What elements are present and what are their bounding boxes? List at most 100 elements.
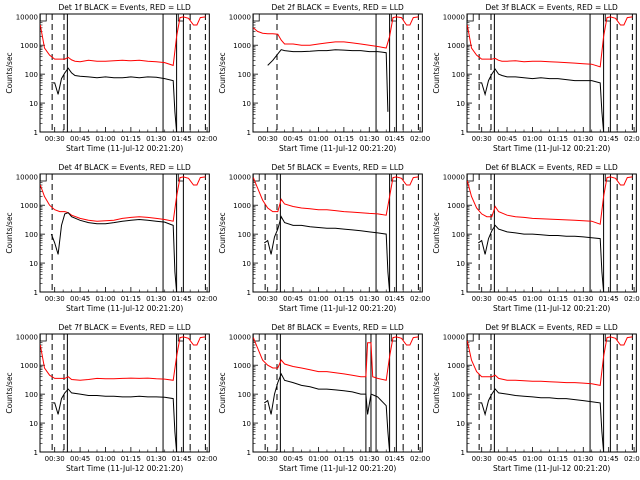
y-axis-label: Counts/sec <box>5 52 14 93</box>
series-lld <box>466 336 633 386</box>
series-events <box>264 372 391 452</box>
marker-box <box>253 334 260 342</box>
y-tick-label: 10 <box>29 420 38 428</box>
x-tick-label: 01:15 <box>121 455 141 463</box>
x-tick-label: 01:45 <box>172 295 192 303</box>
panel-title: Det 5f BLACK = Events, RED = LLD <box>272 163 405 172</box>
y-tick-label: 10 <box>242 420 251 428</box>
y-tick-label: 10 <box>456 260 465 268</box>
y-tick-label: 10000 <box>16 13 38 21</box>
panel-title: Det 9f BLACK = Events, RED = LLD <box>485 323 618 332</box>
x-tick-label: 01:00 <box>522 455 542 463</box>
plot-area <box>40 14 206 132</box>
y-axis-label: Counts/sec <box>218 212 227 253</box>
y-tick-label: 1000 <box>447 202 465 210</box>
x-tick-label: 01:15 <box>334 135 354 143</box>
plot-frame <box>252 13 424 133</box>
detector-panel-6: Det 6f BLACK = Events, RED = LLD 1 10 100 10… <box>432 163 640 313</box>
y-axis-label: Counts/sec <box>5 212 14 253</box>
panel-title: Det 6f BLACK = Events, RED = LLD <box>485 163 618 172</box>
y-tick-label: 1000 <box>234 202 252 210</box>
y-tick-label: 10000 <box>442 333 464 341</box>
y-tick-label: 1 <box>247 289 251 297</box>
x-tick-label: 00:45 <box>283 455 303 463</box>
y-axis-label: Counts/sec <box>432 212 441 253</box>
detector-panel-4: Det 4f BLACK = Events, RED = LLD 1 10 100 10… <box>5 163 217 313</box>
series-lld <box>466 16 633 68</box>
series-lld <box>253 176 419 216</box>
x-tick-label: 01:30 <box>146 295 166 303</box>
y-tick-label: 100 <box>238 71 251 79</box>
x-tick-label: 01:00 <box>522 135 542 143</box>
x-tick-label: 01:30 <box>360 135 380 143</box>
y-tick-label: 10 <box>29 100 38 108</box>
x-tick-label: 02:00 <box>197 295 217 303</box>
y-tick-label: 100 <box>25 231 38 239</box>
panel-title: Det 7f BLACK = Events, RED = LLD <box>59 323 192 332</box>
x-axis-label: Start Time (11-Jul-12 00:21:20) <box>493 144 610 153</box>
y-axis-label: Counts/sec <box>218 372 227 413</box>
y-tick-label: 10000 <box>16 173 38 181</box>
plot-frame <box>466 173 637 293</box>
detector-panel-7: Det 7f BLACK = Events, RED = LLD 1 10 100 10… <box>5 323 217 473</box>
x-tick-label: 00:30 <box>258 455 278 463</box>
y-tick-label: 100 <box>25 391 38 399</box>
x-tick-label: 00:45 <box>70 295 90 303</box>
x-tick-label: 01:00 <box>95 135 115 143</box>
x-tick-label: 01:15 <box>121 295 141 303</box>
x-tick-label: 01:30 <box>573 135 593 143</box>
detector-panel-5: Det 5f BLACK = Events, RED = LLD 1 10 100 10… <box>218 163 430 313</box>
series-events <box>51 67 178 132</box>
x-tick-label: 00:45 <box>497 455 517 463</box>
y-tick-label: 10000 <box>229 173 251 181</box>
y-axis-label: Counts/sec <box>432 52 441 93</box>
x-tick-label: 02:00 <box>410 135 430 143</box>
marker-box <box>466 174 474 182</box>
plot-frame <box>252 333 424 453</box>
x-tick-label: 00:45 <box>283 135 303 143</box>
x-tick-label: 01:30 <box>360 295 380 303</box>
series-events <box>477 68 604 132</box>
y-tick-label: 100 <box>25 71 38 79</box>
detector-panel-1: Det 1f BLACK = Events, RED = LLD 1 10 100 10… <box>5 3 217 153</box>
y-tick-label: 1000 <box>20 42 38 50</box>
marker-box <box>253 14 260 22</box>
x-axis-label: Start Time (11-Jul-12 00:21:20) <box>279 144 396 153</box>
x-tick-label: 00:30 <box>471 455 491 463</box>
y-axis-label: Counts/sec <box>5 372 14 413</box>
x-tick-label: 00:45 <box>283 295 303 303</box>
x-tick-label: 01:30 <box>573 455 593 463</box>
y-tick-label: 10 <box>242 100 251 108</box>
x-tick-label: 01:45 <box>172 135 192 143</box>
x-tick-label: 01:15 <box>334 295 354 303</box>
series-lld <box>40 336 206 381</box>
y-tick-label: 100 <box>451 391 464 399</box>
y-tick-label: 1 <box>247 449 251 457</box>
panel-title: Det 8f BLACK = Events, RED = LLD <box>272 323 405 332</box>
y-tick-label: 1 <box>34 289 38 297</box>
x-tick-label: 02:00 <box>624 295 640 303</box>
x-axis-label: Start Time (11-Jul-12 00:21:20) <box>66 304 183 313</box>
x-tick-label: 00:45 <box>70 455 90 463</box>
series-events <box>477 224 604 292</box>
x-tick-label: 01:15 <box>547 295 567 303</box>
x-tick-label: 01:00 <box>95 295 115 303</box>
plot-area <box>466 174 633 292</box>
y-axis-label: Counts/sec <box>218 52 227 93</box>
x-tick-label: 00:45 <box>497 295 517 303</box>
x-tick-label: 01:45 <box>598 455 618 463</box>
x-tick-label: 00:45 <box>70 135 90 143</box>
x-tick-label: 01:30 <box>146 455 166 463</box>
y-tick-label: 100 <box>451 231 464 239</box>
x-tick-label: 01:30 <box>146 135 166 143</box>
series-lld <box>40 16 206 67</box>
panel-title: Det 3f BLACK = Events, RED = LLD <box>485 3 618 12</box>
x-tick-label: 01:00 <box>95 455 115 463</box>
x-tick-label: 02:00 <box>624 455 640 463</box>
y-tick-label: 100 <box>451 71 464 79</box>
series-events <box>267 49 389 112</box>
marker-box <box>253 174 260 182</box>
y-tick-label: 100 <box>238 231 251 239</box>
y-tick-label: 1000 <box>234 42 252 50</box>
